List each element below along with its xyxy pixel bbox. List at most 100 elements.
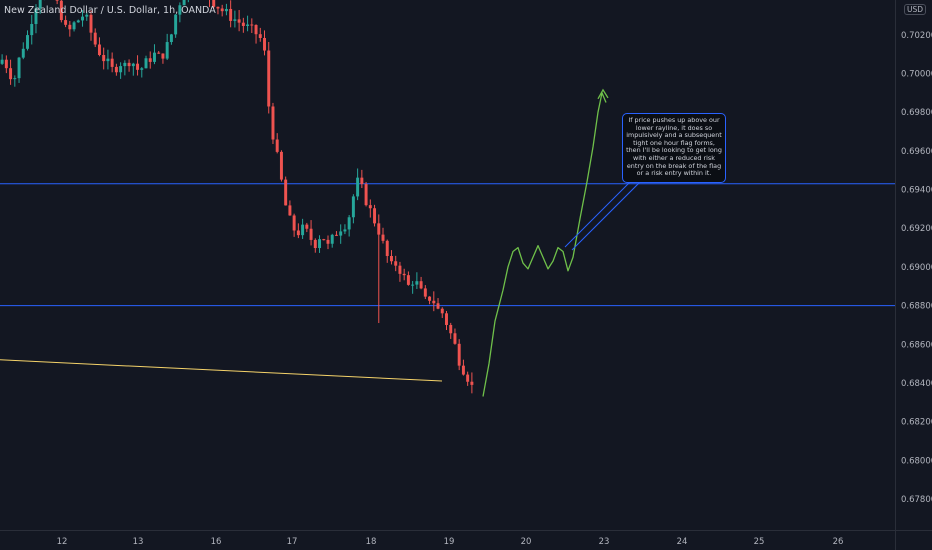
- candle-body: [301, 224, 305, 236]
- time-tick-label: 18: [366, 537, 377, 547]
- candle-body: [334, 234, 338, 236]
- candle-body: [119, 66, 123, 73]
- candle-body: [381, 234, 385, 241]
- candle-body: [453, 333, 457, 344]
- candle-body: [263, 37, 266, 51]
- candle-body: [305, 224, 309, 229]
- time-tick-label: 24: [677, 537, 688, 547]
- candle-body: [140, 68, 144, 70]
- candle-body: [38, 0, 42, 9]
- candle-body: [136, 63, 140, 70]
- candle-body: [368, 205, 372, 209]
- candle-body: [339, 231, 343, 236]
- candle-body: [432, 300, 436, 304]
- candles: [0, 0, 474, 394]
- time-tick-label: 16: [211, 537, 222, 547]
- time-tick-label: 13: [133, 537, 144, 547]
- candle-body: [131, 63, 135, 67]
- candle-body: [64, 20, 68, 25]
- candle-body: [81, 16, 85, 21]
- candle-body: [17, 57, 21, 79]
- candle-body: [373, 208, 377, 224]
- candle-body: [445, 313, 448, 325]
- candle-body: [284, 179, 288, 206]
- candle-body: [246, 24, 250, 26]
- candle-body: [385, 240, 389, 256]
- candle-body: [402, 273, 406, 276]
- time-tick-label: 12: [57, 537, 68, 547]
- candle-body: [13, 78, 17, 80]
- candle-body: [343, 229, 347, 232]
- candle-body: [106, 58, 110, 62]
- candle-body: [318, 239, 322, 249]
- candle-body: [241, 22, 245, 26]
- yellow-trend-line: [0, 359, 443, 382]
- candle-body: [267, 50, 271, 107]
- candle-body: [68, 24, 72, 30]
- candle-body: [85, 14, 89, 17]
- candle-body: [258, 34, 262, 38]
- candle-body: [415, 281, 419, 285]
- time-tick-label: 23: [599, 537, 610, 547]
- candle-body: [326, 239, 330, 244]
- candle-body: [436, 303, 440, 309]
- candle-body: [440, 308, 444, 314]
- candle-body: [9, 68, 13, 80]
- candle-body: [233, 19, 237, 21]
- candle-body: [161, 53, 165, 59]
- time-tick-label: 26: [833, 537, 844, 547]
- candle-body: [216, 6, 220, 9]
- candle-body: [271, 106, 275, 140]
- candle-body: [419, 281, 423, 289]
- callout-pointer-line: [564, 181, 631, 248]
- candle-body: [157, 52, 161, 54]
- candle-body: [110, 58, 114, 67]
- candle-body: [148, 58, 152, 62]
- candle-body: [470, 381, 474, 385]
- candle-body: [4, 59, 8, 69]
- candle-body: [0, 59, 4, 64]
- candle-body: [102, 55, 106, 62]
- candle-body: [449, 324, 453, 334]
- projection-path: [482, 88, 609, 397]
- candle-body: [127, 62, 131, 67]
- candle-body: [292, 215, 296, 231]
- candle-body: [123, 62, 127, 67]
- candle-body: [360, 177, 364, 185]
- candle-body: [59, 0, 63, 21]
- candle-body: [250, 24, 254, 26]
- candle-body: [165, 42, 169, 59]
- candle-body: [174, 14, 178, 35]
- candle-body: [21, 48, 25, 58]
- candle-body: [97, 44, 101, 56]
- candle-body: [169, 34, 173, 43]
- candle-body: [322, 239, 326, 241]
- annotation-callout[interactable]: If price pushes up above our lower rayli…: [622, 113, 726, 183]
- horizontal-rays: [0, 183, 895, 307]
- candle-body: [93, 32, 97, 45]
- time-tick-label: 17: [287, 537, 298, 547]
- candle-body: [313, 239, 317, 249]
- projection-arrowhead: [597, 88, 609, 100]
- candle-body: [347, 217, 351, 230]
- candle-body: [254, 24, 258, 35]
- candle-body: [423, 288, 427, 297]
- candle-body: [229, 8, 233, 21]
- callout-pointer: [564, 181, 641, 251]
- candle-body: [89, 14, 93, 33]
- candle-body: [461, 365, 465, 375]
- time-tick-label: 25: [754, 537, 765, 547]
- candle-body: [26, 35, 29, 49]
- currency-badge[interactable]: USD: [904, 4, 927, 15]
